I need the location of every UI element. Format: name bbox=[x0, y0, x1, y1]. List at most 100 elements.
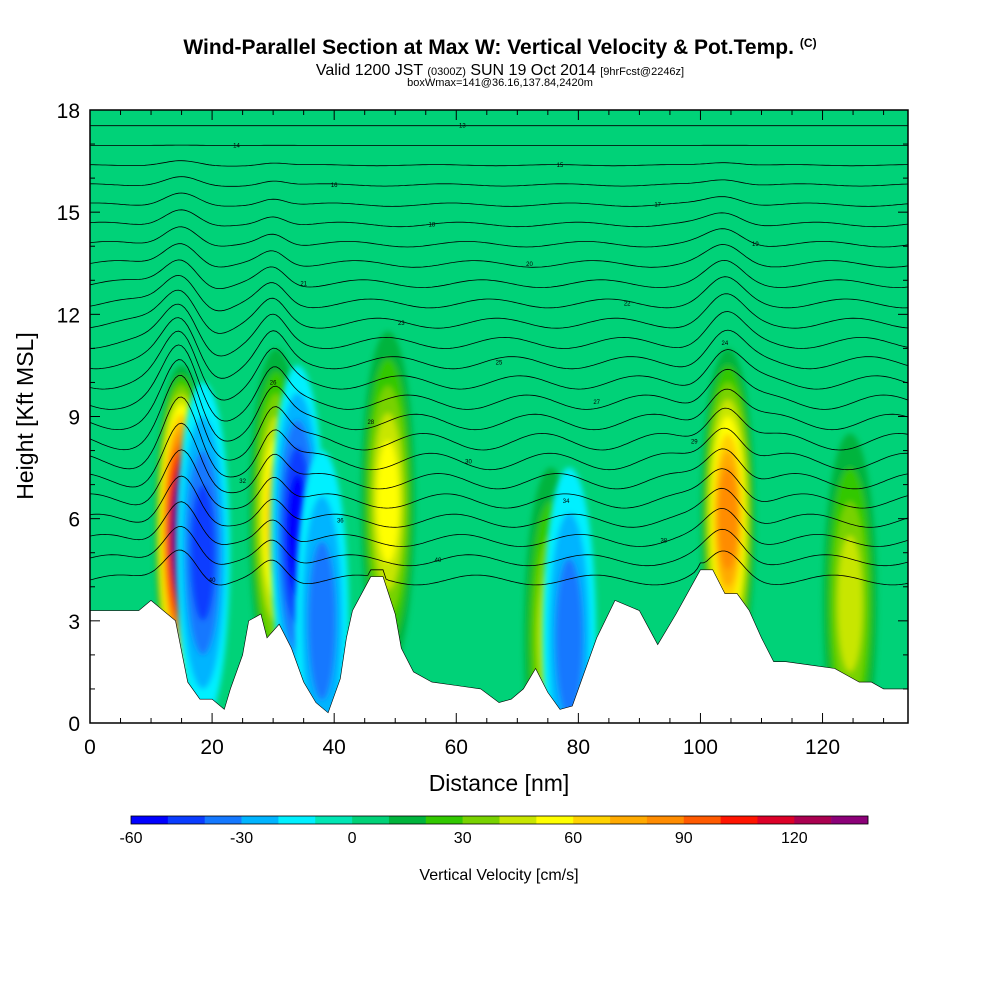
theta-contour-3 bbox=[90, 475, 908, 528]
colorbar-label: Vertical Velocity [cm/s] bbox=[419, 867, 578, 884]
x-tick-label: 20 bbox=[200, 736, 223, 759]
x-tick-label: 0 bbox=[84, 736, 96, 759]
x-tick-label: 40 bbox=[322, 736, 345, 759]
theta-contour-13 bbox=[90, 289, 908, 334]
chart-subtitle: Valid 1200 JST (0300Z) SUN 19 Oct 2014 [… bbox=[0, 62, 1000, 80]
potential-temperature-contours: 40 40 38 36 34 32 30 29 28 27 26 25 24 23 22 21 20 19 18 17… bbox=[90, 104, 908, 586]
colorbar-bin-0 bbox=[131, 816, 169, 824]
colorbar-tick-label: 90 bbox=[675, 830, 693, 847]
colorbar-bin-12 bbox=[573, 816, 611, 824]
theta-label-8: 28 bbox=[367, 420, 374, 426]
theta-label-23: 13 bbox=[459, 124, 466, 130]
colorbar-bin-5 bbox=[315, 816, 353, 824]
colorbar-tick-label: -60 bbox=[119, 830, 142, 847]
theta-label-0: 40 bbox=[209, 578, 216, 584]
colorbar-bin-17 bbox=[757, 816, 795, 824]
theta-contour-9 bbox=[90, 344, 908, 422]
colorbar-bin-1 bbox=[167, 816, 205, 824]
theta-contour-10 bbox=[90, 330, 908, 401]
theta-contour-11 bbox=[90, 317, 908, 379]
colorbar-tick-label: 0 bbox=[348, 830, 357, 847]
downdraft-cell-3 bbox=[542, 467, 597, 723]
theta-label-10: 26 bbox=[270, 380, 277, 386]
y-tick-label: 18 bbox=[57, 100, 80, 123]
colorbar-bin-15 bbox=[683, 816, 721, 824]
chart-subtitle-box: boxWmax=141@36.16,137.84,2420m bbox=[407, 77, 593, 89]
theta-label-24: 12 bbox=[685, 104, 692, 110]
theta-label-13: 23 bbox=[398, 321, 405, 327]
theta-label-3: 36 bbox=[337, 519, 344, 525]
theta-label-5: 32 bbox=[239, 479, 246, 485]
colorbar: -60 -30 0 30 60 90 120 bbox=[119, 815, 869, 847]
theta-label-15: 21 bbox=[300, 282, 307, 288]
theta-label-11: 25 bbox=[496, 361, 503, 367]
x-tick-label: 60 bbox=[445, 736, 468, 759]
theta-label-6: 30 bbox=[465, 460, 472, 466]
x-axis: 0 20 40 60 80 100 120 bbox=[84, 110, 885, 759]
theta-contour-17 bbox=[90, 226, 908, 248]
y-tick-label: 6 bbox=[68, 509, 80, 532]
colorbar-bin-18 bbox=[794, 816, 832, 824]
colorbar-tick-label: 60 bbox=[564, 830, 582, 847]
theta-label-4: 34 bbox=[563, 499, 570, 505]
updraft-cell-5 bbox=[823, 433, 877, 723]
subtitle-valid: Valid 1200 JST bbox=[315, 62, 423, 79]
theta-contour-1 bbox=[90, 526, 908, 567]
theta-label-9: 27 bbox=[593, 400, 600, 406]
theta-contour-20 bbox=[90, 176, 908, 187]
y-tick-label: 15 bbox=[57, 202, 80, 225]
colorbar-bin-4 bbox=[278, 816, 316, 824]
theta-contour-12 bbox=[90, 303, 908, 357]
theta-label-7: 29 bbox=[691, 440, 698, 446]
theta-label-18: 18 bbox=[429, 222, 436, 228]
theta-label-17: 19 bbox=[752, 242, 759, 248]
theta-label-20: 16 bbox=[331, 183, 338, 189]
colorbar-border bbox=[130, 815, 869, 825]
y-axis: 0 36 9 12 15 18 bbox=[57, 100, 908, 736]
downdraft-cell-0 bbox=[176, 382, 230, 723]
subtitle-date: SUN 19 Oct 2014 bbox=[470, 62, 596, 79]
colorbar-bin-7 bbox=[388, 816, 427, 824]
colorbar-bin-14 bbox=[646, 816, 685, 824]
y-axis-label: Height [Kft MSL] bbox=[12, 332, 38, 499]
terrain-mask bbox=[89, 569, 909, 724]
theta-contour-16 bbox=[90, 243, 908, 268]
theta-contour-15 bbox=[90, 259, 908, 289]
theta-contour-0 bbox=[90, 549, 908, 586]
updraft-level-8 bbox=[718, 467, 738, 570]
updraft-level-5 bbox=[376, 440, 400, 563]
theta-contour-2 bbox=[90, 501, 908, 547]
colorbar-bin-19 bbox=[831, 816, 869, 824]
theta-contour-19 bbox=[90, 192, 908, 207]
colorbar-bin-9 bbox=[462, 816, 500, 824]
subtitle-forecast: [9hrFcst@2246z] bbox=[600, 66, 685, 78]
theta-contour-6 bbox=[90, 396, 908, 478]
colorbar-bin-6 bbox=[352, 816, 390, 824]
theta-label-16: 20 bbox=[526, 262, 533, 268]
theta-contour-14 bbox=[90, 274, 908, 312]
terrain-surface bbox=[89, 569, 909, 724]
theta-label-1: 40 bbox=[435, 558, 442, 564]
colorbar-tick-label: -30 bbox=[230, 830, 253, 847]
theta-contour-4 bbox=[90, 449, 908, 510]
theta-label-22: 14 bbox=[233, 143, 240, 149]
colorbar-bin-3 bbox=[241, 816, 279, 824]
theta-contour-8 bbox=[90, 359, 908, 442]
theta-label-12: 24 bbox=[722, 341, 729, 347]
theta-contour-7 bbox=[90, 374, 908, 461]
colorbar-bin-11 bbox=[536, 816, 574, 824]
theta-label-14: 22 bbox=[624, 301, 631, 307]
updraft-level-4 bbox=[837, 535, 863, 672]
colorbar-bin-10 bbox=[499, 816, 537, 824]
theta-contour-21 bbox=[90, 160, 908, 167]
x-axis-label: Distance [nm] bbox=[429, 770, 570, 796]
chart-title-mark: (C) bbox=[799, 36, 817, 50]
y-tick-label: 0 bbox=[68, 713, 80, 736]
chart-title-text: Wind-Parallel Section at Max W: Vertical… bbox=[183, 36, 794, 59]
y-tick-label: 9 bbox=[68, 407, 80, 430]
chart-title: Wind-Parallel Section at Max W: Vertical… bbox=[0, 36, 1000, 60]
theta-label-2: 38 bbox=[660, 539, 667, 545]
colorbar-tick-label: 120 bbox=[781, 830, 808, 847]
y-tick-label: 12 bbox=[57, 304, 80, 327]
